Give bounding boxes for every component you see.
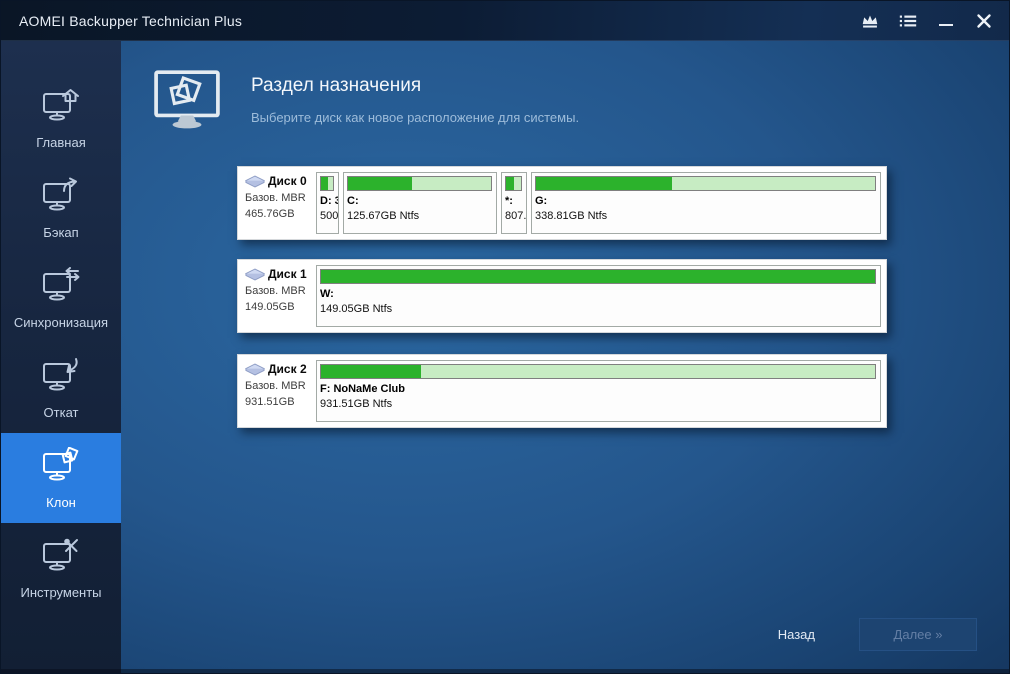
monitor-home-icon [40,87,82,126]
sidebar-item-label: Бэкап [43,224,79,240]
disk-icon [245,268,265,280]
menu-list-icon[interactable] [889,6,927,36]
app-title: AOMEI Backupper Technician Plus [19,12,243,29]
monitor-backup-arrow-icon [40,177,82,216]
usage-bar [347,176,492,191]
minimize-icon[interactable] [927,6,965,36]
disk-type: Базов. MBR [245,192,306,204]
partition-list: W: 149.05GB Ntfs [315,260,886,332]
partition-w[interactable]: W: 149.05GB Ntfs [316,265,881,327]
disk-size: 931.51GB [245,396,295,408]
disk-row-2[interactable]: Диск 2 Базов. MBR 931.51GB F: NoNaMe Clu… [237,354,887,428]
usage-bar [320,176,334,191]
disk-title: Диск 2 [245,362,313,376]
titlebar-buttons [851,1,1003,41]
usage-bar [320,269,876,284]
disk-type: Базов. MBR [245,380,306,392]
usage-bar-fill [321,177,328,190]
page-header: Раздел назначения Выберите диск как ново… [153,69,579,131]
usage-bar-fill [321,270,875,283]
header-text: Раздел назначения Выберите диск как ново… [251,69,579,125]
disk-icon [245,175,265,187]
clone-monitor-icon [153,69,221,131]
sidebar: Главная Бэкап Синхронизация [1,41,121,673]
partition-d[interactable]: D: 3 500. [316,172,339,234]
partition-list: D: 3 500. C: 125.67GB Ntfs *: 807. G: 33… [315,167,886,239]
sidebar-item-label: Клон [46,494,76,510]
sidebar-item-restore[interactable]: Откат [1,343,121,433]
disk-info: Диск 0 Базов. MBR 465.76GB [238,167,315,239]
page-subtitle: Выберите диск как новое расположение для… [251,110,580,125]
usage-bar-fill [321,365,421,378]
sidebar-item-label: Синхронизация [13,314,109,330]
usage-bar-fill [506,177,515,190]
monitor-sync-arrows-icon [40,266,82,306]
page-title: Раздел назначения [251,75,422,96]
usage-bar-fill [348,177,413,190]
next-button[interactable]: Далее » [859,618,977,651]
back-button[interactable]: Назад [777,627,815,642]
usage-bar [505,176,522,191]
disk-row-1[interactable]: Диск 1 Базов. MBR 149.05GB W: 149.05GB N… [237,259,887,333]
sidebar-item-backup[interactable]: Бэкап [1,163,121,253]
partition-g[interactable]: G: 338.81GB Ntfs [531,172,881,234]
sidebar-item-label: Главная [36,134,86,150]
disk-row-0[interactable]: Диск 0 Базов. MBR 465.76GB D: 3 500. C: … [237,166,887,240]
sidebar-item-home[interactable]: Главная [1,73,121,163]
partition-star[interactable]: *: 807. [501,172,527,234]
disk-size: 149.05GB [245,301,295,313]
crown-icon[interactable] [851,6,889,36]
sidebar-item-label: Инструменты [20,584,102,600]
disk-size: 465.76GB [245,208,295,220]
monitor-restore-arrow-icon [40,357,82,396]
monitor-tools-icon [40,537,82,576]
partition-f[interactable]: F: NoNaMe Club 931.51GB Ntfs [316,360,881,422]
disk-title: Диск 0 [245,174,313,188]
usage-bar [535,176,876,191]
sidebar-item-sync[interactable]: Синхронизация [1,253,121,343]
sidebar-item-tools[interactable]: Инструменты [1,523,121,613]
close-icon[interactable] [965,6,1003,36]
usage-bar-fill [536,177,672,190]
disk-type: Базов. MBR [245,285,306,297]
disk-info: Диск 2 Базов. MBR 931.51GB [238,355,315,427]
footer: Назад Далее » [778,618,977,651]
monitor-clone-icon [40,446,82,486]
disk-title: Диск 1 [245,267,313,281]
partition-list: F: NoNaMe Club 931.51GB Ntfs [315,355,886,427]
sidebar-item-clone[interactable]: Клон [1,433,121,523]
titlebar: AOMEI Backupper Technician Plus [1,1,1009,41]
main-content: Раздел назначения Выберите диск как ново… [121,41,1009,673]
usage-bar [320,364,876,379]
disk-info: Диск 1 Базов. MBR 149.05GB [238,260,315,332]
partition-c[interactable]: C: 125.67GB Ntfs [343,172,497,234]
disk-icon [245,363,265,375]
sidebar-item-label: Откат [43,404,79,420]
